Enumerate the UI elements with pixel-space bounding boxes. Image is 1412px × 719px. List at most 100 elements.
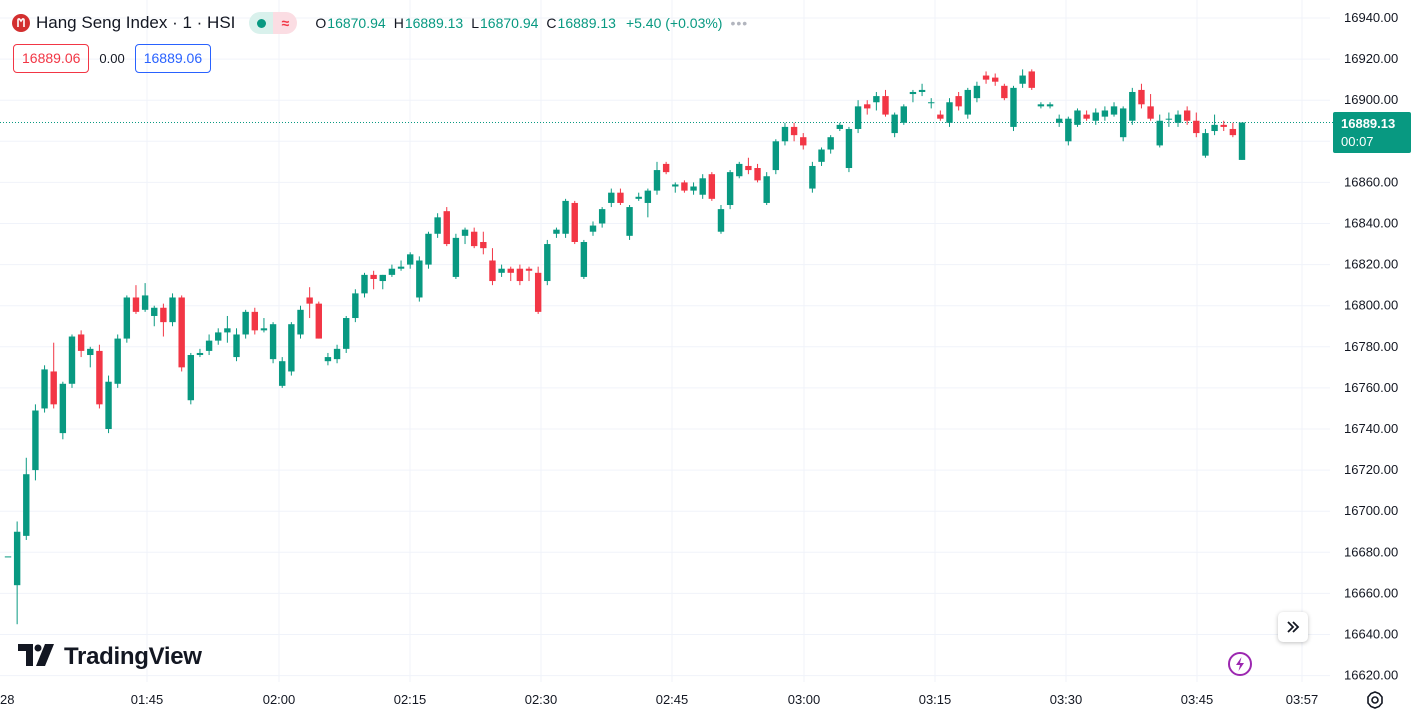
hang-seng-logo-icon	[12, 14, 30, 32]
candle	[708, 172, 716, 201]
candle	[279, 357, 286, 388]
candle	[946, 98, 953, 127]
candle	[580, 239, 588, 279]
trade-buttons: 16889.06 0.00 16889.06	[13, 44, 212, 73]
candles-group	[4, 69, 1246, 625]
tradingview-name: TradingView	[64, 643, 202, 670]
candle	[169, 293, 176, 327]
price-tick-label: 16900.00	[1344, 92, 1398, 107]
candle	[982, 71, 990, 84]
price-tick-label: 16740.00	[1344, 421, 1398, 436]
candle	[1083, 110, 1090, 121]
candle	[772, 139, 780, 175]
time-tick-label: 03:45	[1181, 692, 1214, 707]
candle	[205, 334, 213, 356]
candle	[132, 285, 140, 314]
tradingview-branding[interactable]: TradingView	[18, 643, 202, 671]
buy-button[interactable]: 16889.06	[134, 44, 212, 73]
candle	[233, 328, 240, 362]
candle	[672, 182, 679, 193]
scroll-to-realtime-button[interactable]	[1278, 612, 1308, 642]
candle	[937, 110, 944, 121]
gear-icon	[1367, 691, 1383, 709]
price-tick-label: 16840.00	[1344, 216, 1398, 231]
time-tick-label: 02:00	[263, 692, 296, 707]
candle	[416, 256, 423, 302]
close-label: C	[546, 15, 557, 31]
candle	[1229, 122, 1237, 138]
candle	[562, 198, 569, 238]
candle	[690, 182, 697, 195]
candle	[1110, 102, 1118, 117]
candle	[1065, 116, 1072, 146]
candle	[23, 457, 30, 540]
candle	[1138, 83, 1145, 109]
more-dots-icon[interactable]: •••	[730, 15, 749, 31]
price-tick-label: 16640.00	[1344, 627, 1398, 642]
symbol-title[interactable]: Hang Seng Index · 1 · HSI	[36, 13, 236, 32]
chart-grid	[0, 0, 1330, 682]
sell-button[interactable]: 16889.06	[13, 44, 90, 73]
time-axis[interactable]: 28 01:45 02:00 02:15 02:30 02:45 03:00 03:15 03:…	[0, 692, 1318, 707]
price-axis[interactable]: 16940.0016920.0016900.0016880.0016860.00…	[1344, 10, 1398, 683]
time-tick-label: 02:30	[525, 692, 558, 707]
candle	[187, 352, 195, 405]
candle	[1193, 112, 1200, 138]
price-tick-label: 16720.00	[1344, 462, 1398, 477]
time-tick-label: 02:15	[394, 692, 427, 707]
candle	[1211, 114, 1218, 136]
candle	[745, 157, 752, 175]
candle	[224, 315, 231, 343]
candle	[443, 207, 450, 247]
candle	[77, 330, 85, 358]
candle	[836, 122, 844, 132]
market-status-pill[interactable]: ≈	[249, 12, 298, 34]
candle	[754, 163, 761, 183]
change-value: +5.40 (+0.03%)	[625, 15, 723, 31]
candle	[151, 305, 158, 327]
candle	[498, 264, 505, 277]
tradingview-logo-icon	[18, 643, 56, 671]
high-value: 16889.13	[404, 15, 464, 31]
candle	[470, 227, 478, 249]
candle	[973, 81, 981, 103]
approx-icon: ≈	[273, 12, 298, 34]
candle	[608, 188, 615, 208]
candle	[352, 289, 359, 323]
time-tick-label: 02:45	[656, 692, 689, 707]
candle	[388, 264, 396, 277]
chart-settings-button[interactable]	[1364, 689, 1386, 711]
candle	[251, 307, 258, 335]
candle	[196, 348, 204, 358]
candle	[96, 344, 103, 409]
candle	[818, 147, 825, 166]
lightning-button[interactable]	[1228, 652, 1252, 676]
market-open-dot-icon	[249, 12, 274, 34]
price-tick-label: 16920.00	[1344, 51, 1398, 66]
lightning-icon	[1228, 652, 1252, 676]
candle	[809, 161, 816, 193]
close-value: 16889.13	[557, 15, 616, 31]
price-tick-label: 16820.00	[1344, 257, 1398, 272]
candle	[425, 231, 432, 269]
candle	[260, 318, 268, 333]
candle	[480, 231, 487, 255]
candle	[68, 334, 76, 388]
candle	[845, 126, 853, 173]
candle	[160, 303, 167, 337]
candle	[955, 91, 962, 111]
candle	[1046, 102, 1054, 109]
candle	[571, 200, 578, 245]
candle	[653, 161, 661, 195]
candle	[909, 89, 917, 103]
candle	[827, 135, 834, 154]
candle	[1220, 120, 1227, 132]
price-tick-label: 16760.00	[1344, 380, 1398, 395]
candle	[123, 295, 131, 343]
candle	[1074, 108, 1081, 127]
candle	[1183, 106, 1191, 125]
candle	[882, 89, 889, 117]
candle	[1202, 128, 1209, 158]
candle	[41, 365, 48, 413]
